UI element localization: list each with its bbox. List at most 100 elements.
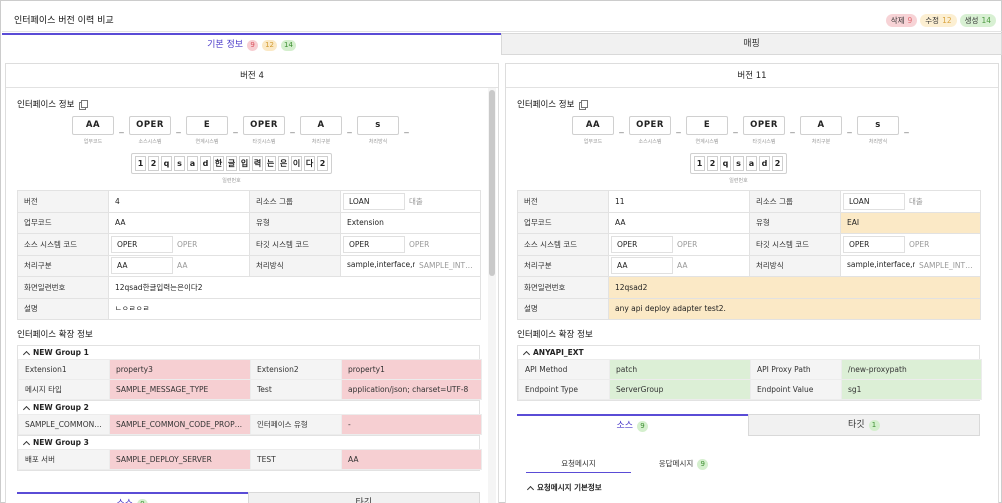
description-value-modified: any api deploy adapter test2. [608,297,981,320]
copy-icon[interactable] [79,99,89,110]
group-header[interactable]: NEW Group 2 [18,400,479,414]
source-system-value: OPER [611,235,673,253]
field-label: 설명 [17,297,109,320]
tab-source[interactable]: 소스 9 [17,492,248,503]
serial-char: 입 [239,156,250,171]
tab-label: 소스 [116,494,133,503]
process-method-cell: sample,interface,re SAMPLE_INTERF… [840,254,981,277]
code-value: s [857,116,899,135]
field-label: 소스 시스템 코드 [517,233,609,256]
separator: _ [176,124,181,134]
group-header[interactable]: NEW Group 3 [18,435,479,449]
count-badge: 9 [137,498,149,503]
interface-info-table: 버전 4 리소스 그룹 LOAN 대출 업무코드 AA 유형 Extension … [17,190,481,320]
legend-deleted: 삭제 9 [885,14,918,27]
legend-count: 12 [942,16,952,25]
serial-char: 글 [226,156,237,171]
target-system-hint: OPER [409,239,430,249]
serial-char: 는 [265,156,276,171]
legend-added: 생성 14 [959,14,996,27]
serial-char: 2 [317,156,328,171]
code-box: A 처리구분 [300,116,342,145]
field-label: 유형 [249,211,341,234]
scrollbar[interactable] [488,88,496,503]
target-system-value: OPER [343,235,405,253]
extension-info-heading: 인터페이스 확장 정보 [517,328,593,340]
process-method-value: sample,interface,re [843,257,915,275]
tab-target[interactable]: 타깃 [247,492,480,503]
separator: _ [847,124,852,134]
tab-response-message[interactable]: 응답메시지 9 [631,455,736,473]
serial-char: 다 [304,156,315,171]
source-system-cell: OPER OPER [608,233,750,256]
request-message-section[interactable]: 요청메시지 기본정보 [526,482,602,493]
code-box: E 연계시스템 [186,116,228,145]
field-label: 유형 [749,211,841,234]
resource-group-cell: LOAN 대출 [840,190,981,213]
group-header[interactable]: NEW Group 1 [18,345,479,359]
field-label: 업무코드 [17,211,109,234]
ext-value: property1 [341,359,482,380]
separator: _ [404,124,409,134]
separator: _ [290,124,295,134]
interface-code-boxes: AA 업무코드 _ OPER 소스시스템 _ E 연계시스템 _ OPER 타깃시스템 … [572,116,914,145]
tab-mapping[interactable]: 매핑 [501,33,1002,55]
scrollbar-thumb[interactable] [489,90,495,276]
type-value: Extension [340,211,481,234]
serial-char: 1 [135,156,146,171]
code-box: s 처리방식 [857,116,899,145]
field-label: 처리방식 [249,254,341,277]
group-table: SAMPLE_COMMON_C… SAMPLE_COMMON_CODE_PROPE… [18,414,482,435]
code-caption: 연계시스템 [195,139,219,145]
serial-char: 1 [694,156,705,171]
table-row: 처리구분 AA AA 처리방식 sample,interface,re SAMPLE… [517,254,981,277]
version-value: 11 [608,190,750,213]
group-table: Extension1 property3 Extension2 property1 메… [18,359,482,400]
field-label: 처리구분 [17,254,109,277]
field-label: 버전 [17,190,109,213]
ext-label: Extension2 [250,359,342,380]
business-code-value: AA [108,211,250,234]
extension-groups: ANYAPI_EXT API Method patch API Proxy Path… [517,345,982,401]
diff-legend: 삭제 9 수정 12 생성 14 [885,14,996,27]
deleted-count-badge: 9 [247,39,259,51]
group-header[interactable]: ANYAPI_EXT [518,345,979,359]
code-box: E 연계시스템 [686,116,728,145]
extension-groups: NEW Group 1 Extension1 property3 Extension… [17,345,482,471]
separator: _ [790,124,795,134]
tab-basic-info[interactable]: 기본 정보 9 12 14 [2,33,501,55]
count-badge: 9 [697,458,709,470]
table-row: SAMPLE_COMMON_C… SAMPLE_COMMON_CODE_PROPE… [18,414,482,435]
serial-char: 은 [278,156,289,171]
table-row: 소스 시스템 코드 OPER OPER 타깃 시스템 코드 OPER OPER [517,233,981,256]
process-type-cell: AA AA [108,254,250,277]
process-type-hint: AA [677,261,688,271]
copy-icon[interactable] [579,99,589,110]
group-table: 배포 서버 SAMPLE_DEPLOY_SERVER TEST AA [18,449,482,470]
resource-group-cell: LOAN 대출 [340,190,481,213]
table-row: 업무코드 AA 유형 Extension [17,211,481,234]
table-row: 메시지 타입 SAMPLE_MESSAGE_TYPE Test application… [18,379,482,400]
source-target-tabs: 소스 9 타깃 [17,492,480,503]
serial-char: q [720,156,731,171]
field-label: 화면일련번호 [17,276,109,299]
code-box: A 처리구분 [800,116,842,145]
code-value: OPER [743,116,785,135]
source-system-hint: OPER [677,239,698,249]
tab-request-message[interactable]: 요청메시지 [526,455,631,473]
code-box: s 처리방식 [357,116,399,145]
extension-info-heading: 인터페이스 확장 정보 [17,328,93,340]
section-title: 인터페이스 정보 [517,100,575,110]
resource-group-value: LOAN [843,192,905,210]
field-label: 리소스 그룹 [249,190,341,213]
table-row: 배포 서버 SAMPLE_DEPLOY_SERVER TEST AA [18,449,482,470]
interface-info-heading: 인터페이스 정보 [17,98,89,110]
tab-target[interactable]: 타깃 1 [747,414,980,436]
code-box: OPER 타깃시스템 [743,116,785,145]
legend-modified: 수정 12 [920,14,957,27]
target-system-cell: OPER OPER [340,233,481,256]
code-value: A [300,116,342,135]
table-row: Extension1 property3 Extension2 property1 [18,359,482,380]
